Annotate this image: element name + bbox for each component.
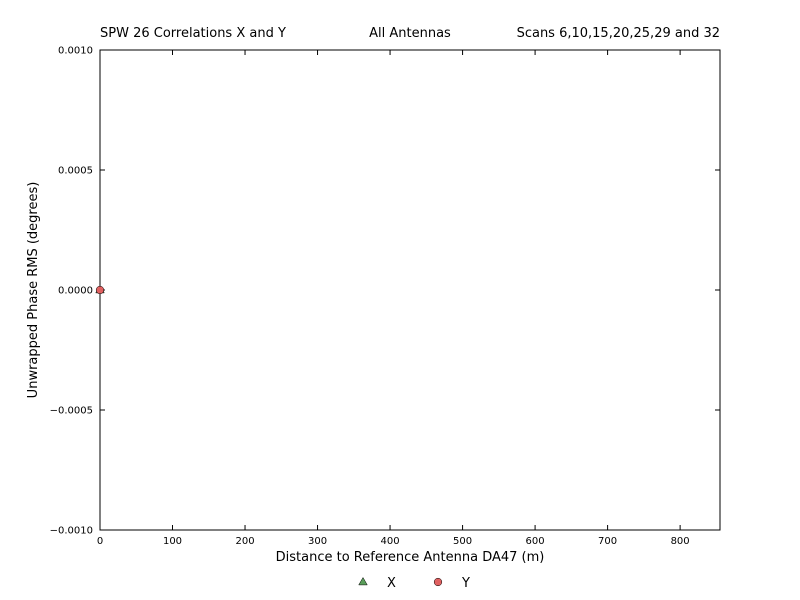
x-tick-label: 400 xyxy=(381,536,400,547)
y-tick-label: −0.0010 xyxy=(50,526,93,537)
y-tick-label: 0.0000 xyxy=(58,286,93,297)
x-tick-label: 200 xyxy=(235,536,254,547)
data-point-y xyxy=(95,285,105,295)
y-tick-label: −0.0005 xyxy=(50,406,93,417)
legend-label-y: Y xyxy=(461,576,470,591)
x-tick-label: 0 xyxy=(97,536,103,547)
legend-marker-y xyxy=(433,577,443,587)
title-left: SPW 26 Correlations X and Y xyxy=(100,26,286,41)
x-tick-label: 100 xyxy=(163,536,182,547)
y-axis-title: Unwrapped Phase RMS (degrees) xyxy=(26,182,41,399)
x-tick-label: 500 xyxy=(453,536,472,547)
legend-label-x: X xyxy=(387,576,396,591)
title-center: All Antennas xyxy=(369,26,451,41)
x-tick-label: 600 xyxy=(526,536,545,547)
x-axis-title: Distance to Reference Antenna DA47 (m) xyxy=(276,550,545,565)
plot-frame xyxy=(99,49,721,531)
y-tick-label: 0.0010 xyxy=(58,46,93,57)
x-tick-label: 300 xyxy=(308,536,327,547)
x-tick-label: 700 xyxy=(598,536,617,547)
legend-marker-x xyxy=(358,576,368,586)
x-tick-label: 800 xyxy=(671,536,690,547)
title-right: Scans 6,10,15,20,25,29 and 32 xyxy=(517,26,720,41)
y-tick-label: 0.0005 xyxy=(58,166,93,177)
